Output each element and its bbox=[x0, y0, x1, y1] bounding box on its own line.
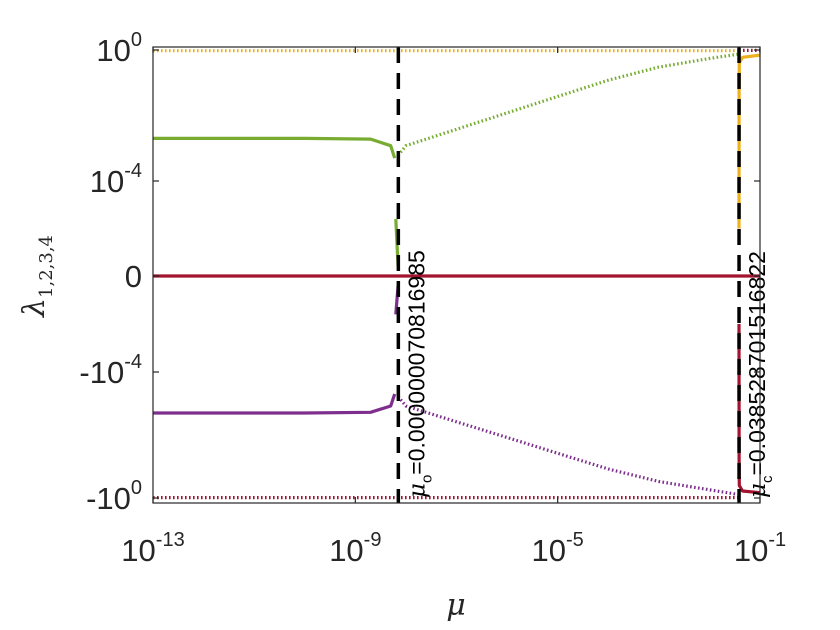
marker-label-mu-1: μ bbox=[745, 483, 771, 498]
marker-label-0: μo=0.000000070816985 bbox=[403, 250, 435, 498]
y-tick-label-base-0: 10 bbox=[96, 33, 130, 68]
y-axis-label-sub: 1,2,3,4 bbox=[36, 235, 57, 298]
y-tick-label-exp-0: 0 bbox=[131, 29, 142, 51]
marker-label-value-0: =0.000000070816985 bbox=[403, 250, 429, 475]
y-tick-label-3: -10-4 bbox=[79, 351, 142, 390]
y-tick-label-base-2: 0 bbox=[125, 259, 142, 294]
y-tick-label-base-1: 10 bbox=[90, 164, 124, 199]
x-tick-label-exp-1: -9 bbox=[364, 529, 382, 551]
x-axis-label: μ bbox=[446, 588, 466, 623]
y-tick-label-2: 0 bbox=[125, 259, 142, 294]
x-tick-label-base-3: 10 bbox=[734, 533, 768, 568]
series-green-dotted-2 bbox=[396, 52, 740, 157]
y-axis-label: λ1,2,3,4 bbox=[17, 235, 57, 318]
marker-label-sub-1: c bbox=[759, 475, 776, 483]
y-tick-label-1: 10-4 bbox=[90, 160, 142, 199]
y-tick-label-base-4: -10 bbox=[86, 481, 131, 516]
y-tick-label-base-3: -10 bbox=[79, 355, 124, 390]
x-tick-label-3: 10-1 bbox=[734, 529, 786, 568]
y-axis-label-base: λ bbox=[17, 298, 52, 318]
y-tick-label-0: 100 bbox=[96, 29, 142, 68]
series-green-solid-0 bbox=[153, 136, 397, 159]
x-tick-label-exp-3: -1 bbox=[768, 529, 786, 551]
tick-layer bbox=[152, 47, 761, 503]
marker-label-sub-0: o bbox=[418, 475, 435, 483]
marker-label-value-1: =0.038528701516822 bbox=[744, 251, 770, 476]
x-tick-label-2: 10-5 bbox=[532, 529, 584, 568]
x-tick-label-exp-0: -13 bbox=[156, 529, 185, 551]
y-tick-label-exp-3: -4 bbox=[124, 351, 142, 373]
x-tick-label-exp-2: -5 bbox=[566, 529, 584, 551]
series-purple-solid-3 bbox=[153, 393, 397, 415]
x-tick-label-base-1: 10 bbox=[329, 533, 363, 568]
y-tick-label-exp-1: -4 bbox=[124, 160, 142, 182]
y-tick-label-exp-4: 0 bbox=[131, 477, 142, 499]
x-tick-label-base-0: 10 bbox=[121, 533, 155, 568]
y-tick-label-4: -100 bbox=[86, 477, 142, 516]
x-tick-label-base-2: 10 bbox=[532, 533, 566, 568]
plot-frame bbox=[152, 46, 761, 504]
x-tick-label-0: 10-13 bbox=[121, 529, 184, 568]
marker-label-1: μc=0.038528701516822 bbox=[744, 251, 776, 498]
x-tick-label-1: 10-9 bbox=[329, 529, 381, 568]
marker-label-mu-0: μ bbox=[404, 483, 430, 498]
